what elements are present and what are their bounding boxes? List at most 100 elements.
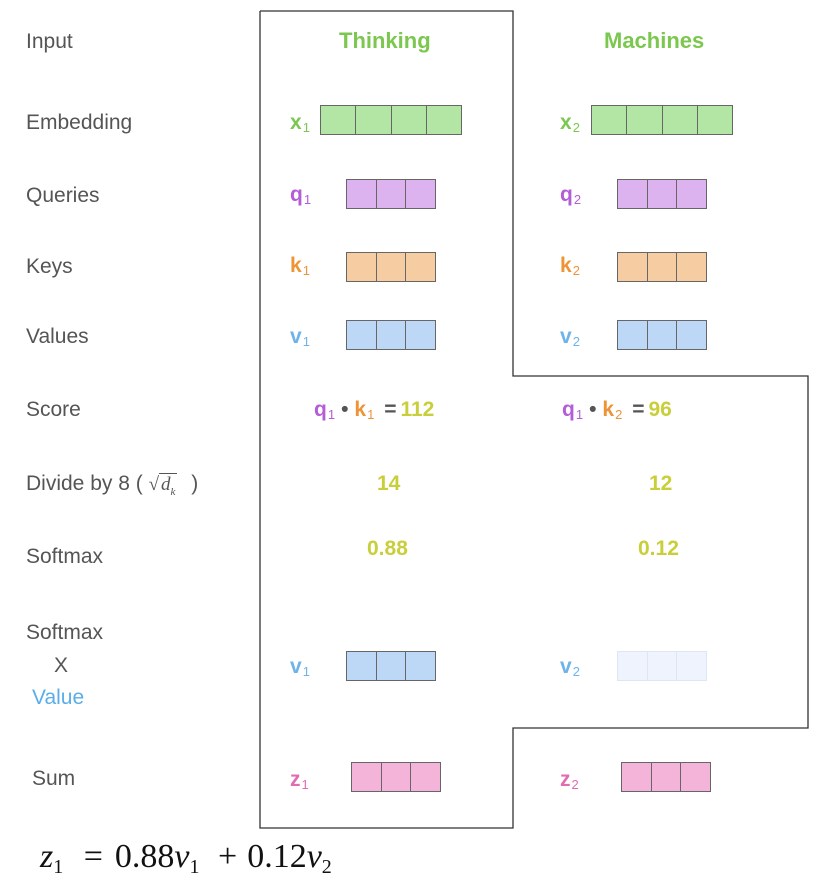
- sum-vector-1: [351, 762, 441, 792]
- wv1-sub: 1: [302, 664, 310, 679]
- row-label-values: Values: [26, 325, 89, 348]
- divide-label-text: Divide by 8 (: [26, 472, 143, 495]
- k2-sub: 2: [572, 263, 580, 278]
- row-label-queries: Queries: [26, 184, 100, 207]
- score1-equals: =: [384, 398, 397, 421]
- formula-coef-1: 0.88: [114, 838, 175, 875]
- symbol-weighted-v2: v2: [560, 655, 580, 684]
- formula-equals: =: [83, 838, 103, 875]
- v2-sub: 2: [572, 334, 580, 349]
- wv2-base: v: [560, 655, 572, 678]
- sqrt-d: d: [161, 474, 171, 495]
- key-vector-1: [346, 252, 436, 282]
- sum-vector-2: [621, 762, 711, 792]
- q2-base: q: [560, 183, 573, 206]
- x1-sub: 1: [302, 120, 310, 135]
- query-vector-2: [617, 179, 707, 209]
- formula-lhs: z: [40, 838, 54, 875]
- divided-value-2: 12: [649, 472, 673, 495]
- z1-base: z: [290, 768, 301, 791]
- formula-v2-sub: 2: [321, 856, 332, 878]
- k1-base: k: [290, 254, 302, 277]
- output-formula: z1 = 0.88v1 +0.12v2: [40, 838, 332, 879]
- row-label-input: Input: [26, 30, 73, 53]
- score1-value: 112: [400, 398, 435, 421]
- z2-sub: 2: [571, 777, 579, 792]
- symbol-k1: k1: [290, 254, 310, 283]
- k2-base: k: [560, 254, 572, 277]
- k1-sub: 1: [302, 263, 310, 278]
- x2-sub: 2: [572, 120, 580, 135]
- x2-base: x: [560, 111, 572, 134]
- q2-sub: 2: [573, 192, 582, 207]
- symbol-z2: z2: [560, 768, 579, 797]
- score1-q-sub: 1: [327, 407, 336, 422]
- score2-k-base: k: [602, 398, 615, 421]
- divide-label-close: ): [191, 472, 199, 495]
- formula-v2: v: [306, 838, 322, 875]
- input-word-machines: Machines: [604, 28, 705, 53]
- row-label-score: Score: [26, 398, 81, 421]
- weighted-value-vector-2-faded: [617, 651, 707, 681]
- divided-value-1: 14: [377, 472, 401, 495]
- symbol-q1: q1: [290, 183, 311, 212]
- score1-q: q1: [314, 398, 336, 422]
- x1-base: x: [290, 111, 302, 134]
- score2-value: 96: [648, 398, 672, 421]
- row-label-sum: Sum: [32, 767, 76, 790]
- score2-equals: =: [632, 398, 645, 421]
- symbol-q2: q2: [560, 183, 581, 212]
- row-label-value: Value: [32, 686, 85, 709]
- q1-sub: 1: [303, 192, 312, 207]
- score1-dot: •: [341, 398, 349, 421]
- formula-plus: +: [218, 838, 238, 875]
- value-vector-1: [346, 320, 436, 350]
- embedding-vector-2: [591, 105, 733, 135]
- wv1-base: v: [290, 655, 302, 678]
- row-label-keys: Keys: [26, 255, 73, 278]
- row-label-embedding: Embedding: [26, 111, 133, 134]
- score-expression-1: q1 • k1 = 112: [314, 398, 434, 427]
- q1-base: q: [290, 183, 303, 206]
- z1-sub: 1: [301, 777, 309, 792]
- value-vector-2: [617, 320, 707, 350]
- key-vector-2: [617, 252, 707, 282]
- score1-k-sub: 1: [367, 407, 375, 422]
- sqrt-k: k: [170, 485, 176, 498]
- embedding-vector-1: [320, 105, 462, 135]
- formula-v1-sub: 1: [189, 856, 200, 878]
- softmax-value-1: 0.88: [367, 537, 408, 560]
- softmax-value-2: 0.12: [638, 537, 679, 560]
- row-label-softmax: Softmax: [26, 545, 104, 568]
- z2-base: z: [560, 768, 571, 791]
- score2-dot: •: [589, 398, 597, 421]
- row-label-softmax-x: Softmax: [26, 621, 104, 644]
- symbol-v2: v2: [560, 325, 580, 354]
- weighted-value-vector-1: [346, 651, 436, 681]
- symbol-x1: x1: [290, 111, 310, 140]
- row-label-divide: Divide by 8 ( √ dk ): [26, 472, 198, 504]
- score2-k: k2: [602, 398, 623, 422]
- query-vector-1: [346, 179, 436, 209]
- v1-base: v: [290, 325, 302, 348]
- symbol-weighted-v1: v1: [290, 655, 310, 684]
- input-word-thinking: Thinking: [339, 28, 431, 53]
- symbol-x2: x2: [560, 111, 580, 140]
- score1-q-base: q: [314, 398, 327, 421]
- score1-k: k1: [354, 398, 375, 422]
- row-label-times: X: [54, 654, 69, 677]
- score2-q-sub: 1: [575, 407, 584, 422]
- v1-sub: 1: [302, 334, 310, 349]
- sqrt-dk-symbol: √ dk: [148, 473, 178, 498]
- formula-v1: v: [174, 838, 190, 875]
- radical-sign: √: [148, 474, 159, 495]
- score2-q: q1: [562, 398, 584, 422]
- symbol-z1: z1: [290, 768, 309, 797]
- score1-k-base: k: [354, 398, 367, 421]
- v2-base: v: [560, 325, 572, 348]
- score2-k-sub: 2: [615, 407, 623, 422]
- score2-q-base: q: [562, 398, 575, 421]
- formula-coef-2: 0.12: [247, 838, 307, 875]
- score-expression-2: q1 • k2 = 96: [562, 398, 672, 427]
